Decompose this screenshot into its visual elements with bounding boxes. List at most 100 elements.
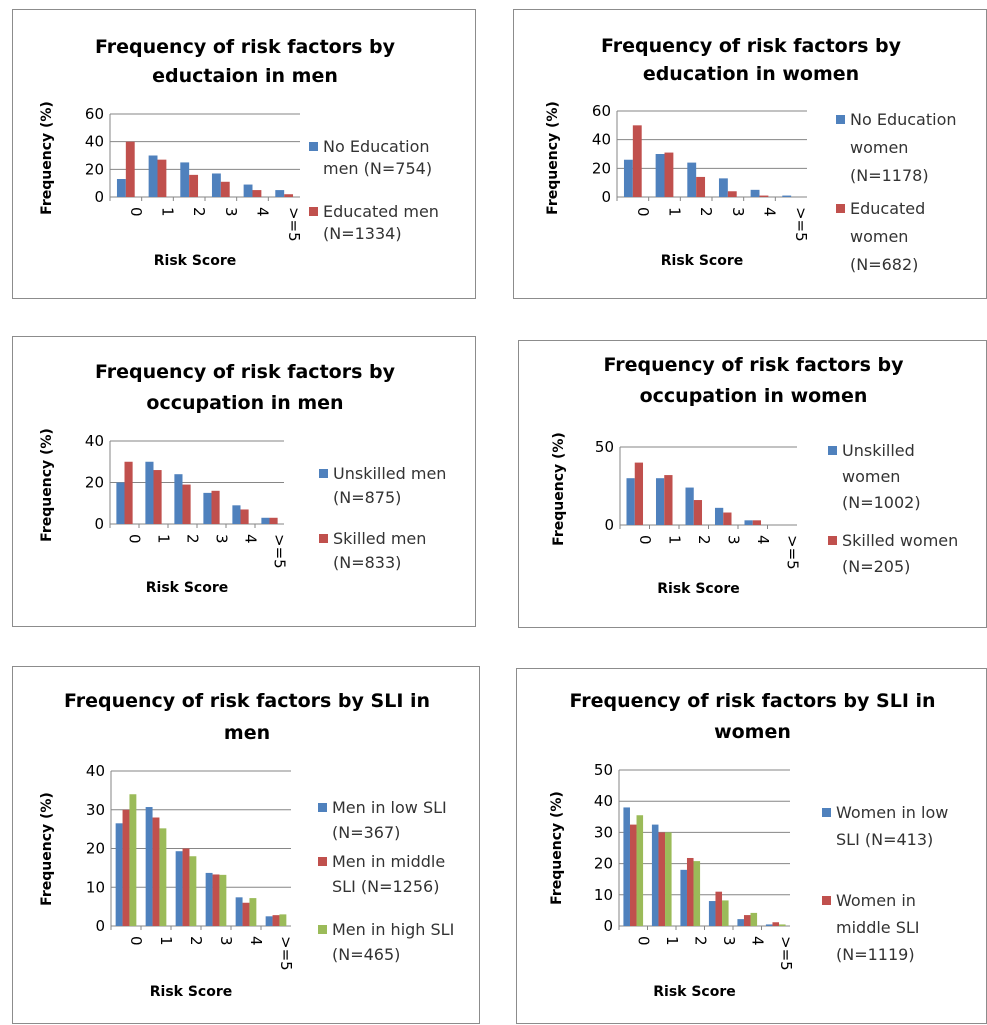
bar-educated-men-n-1334-4: [252, 190, 262, 197]
bar-women-in-high-sli-0: [636, 815, 644, 926]
bar-skilled-women-n-205-2: [693, 500, 703, 525]
chart-title-line: Frequency of risk factors by: [601, 35, 902, 57]
bar-women-in-low-sli-n-413-3: [708, 901, 716, 926]
bar-men-in-high-sli-n-465-5: [279, 914, 287, 926]
bar-skilled-men-n-833-2: [182, 484, 191, 524]
y-tick-label: 10: [594, 886, 613, 904]
legend-label: (N=682): [850, 255, 918, 274]
bar-no-education-women-n-1178-4: [750, 189, 760, 197]
bar-unskilled-women-n-1002-4: [744, 520, 753, 525]
bar-men-in-low-sli-n-367-4: [235, 897, 243, 926]
y-tick-label: 0: [94, 515, 104, 533]
chart-sli-women: Frequency of risk factors by SLI in women…: [549, 690, 948, 1000]
bar-men-in-low-sli-n-367-3: [205, 872, 213, 926]
x-tick-label: 0: [127, 936, 145, 946]
legend-label: Unskilled: [842, 441, 915, 460]
bar-men-in-middle-sli-n-1256-4: [242, 902, 250, 926]
y-tick-label: 50: [595, 438, 614, 456]
x-tick-label: 4: [748, 936, 766, 946]
bar-no-education-men-n-754-4: [243, 184, 253, 197]
bar-educated-men-n-1334-5: [284, 194, 294, 197]
legend-label: Skilled women: [842, 531, 958, 550]
legend-label: (N=1178): [850, 166, 929, 185]
x-tick-label: 2: [184, 534, 202, 544]
bar-skilled-women-n-205-3: [723, 512, 732, 525]
legend-label: (N=875): [333, 488, 401, 507]
legend-label: middle SLI: [836, 918, 920, 937]
bar-women-in-low-sli-n-413-1: [651, 824, 659, 926]
bar-men-in-high-sli-n-465-4: [249, 898, 257, 926]
y-tick-label: 0: [601, 188, 611, 206]
legend-label: (N=1119): [836, 945, 915, 964]
y-tick-label: 40: [594, 792, 613, 810]
legend-swatch: [318, 925, 327, 934]
bar-educated-women-n-682-1: [664, 152, 674, 197]
legend-swatch: [319, 534, 328, 543]
x-tick-label: >=5: [777, 936, 795, 971]
legend-label: Women in: [836, 891, 916, 910]
legend-swatch: [309, 142, 318, 151]
y-tick-label: 20: [85, 474, 104, 492]
chart-education-men: Frequency of risk factors by eductaion in…: [39, 36, 439, 269]
y-tick-label: 0: [94, 188, 104, 206]
x-tick-label: 0: [636, 535, 654, 545]
bar-no-education-men-n-754-1: [148, 155, 158, 197]
bar-educated-men-n-1334-3: [220, 181, 230, 197]
chart-panel-occupation-men: Frequency of risk factors by occupation i…: [12, 336, 476, 627]
x-tick-label: 2: [695, 535, 713, 545]
chart-sli-men: Frequency of risk factors by SLI in men 0 1…: [39, 690, 454, 1000]
legend-label: women: [850, 138, 908, 157]
bar-women-in-high-sli-4: [750, 912, 758, 926]
bar-men-in-high-sli-n-465-2: [189, 856, 197, 926]
legend-swatch: [828, 536, 837, 545]
y-tick-label: 50: [594, 761, 613, 779]
bar-women-in-high-sli-3: [722, 900, 729, 926]
y-tick-label: 60: [85, 105, 104, 123]
bar-women-in-high-sli-2: [693, 861, 701, 926]
legend-swatch: [828, 446, 837, 455]
legend-label: No Education: [323, 137, 430, 156]
chart-title-line: occupation in men: [146, 392, 343, 414]
chart-title-line: Frequency of risk factors by: [604, 354, 905, 376]
bar-educated-women-n-682-4: [759, 195, 769, 197]
x-tick-label: 4: [247, 936, 265, 946]
legend-label: No Education: [850, 110, 957, 129]
bar-no-education-women-n-1178-3: [718, 178, 728, 197]
bar-men-in-middle-sli-n-1256-5: [272, 915, 280, 926]
legend-label: Educated men: [323, 202, 439, 221]
legend-swatch: [822, 896, 831, 905]
legend-label: Educated: [850, 199, 925, 218]
y-tick-label: 30: [594, 823, 613, 841]
x-axis-label: Risk Score: [653, 984, 736, 1000]
legend-label: Skilled men: [333, 529, 426, 548]
bar-unskilled-women-n-1002-2: [685, 487, 694, 525]
x-axis-label: Risk Score: [657, 581, 740, 597]
x-tick-label: 1: [159, 207, 177, 217]
bar-women-in-high-sli-5: [779, 924, 786, 926]
x-tick-label: >=5: [277, 936, 295, 971]
y-tick-label: 30: [86, 801, 105, 819]
y-axis-label: Frequency (%): [39, 101, 55, 215]
y-axis-label: Frequency (%): [545, 101, 561, 215]
y-tick-label: 20: [594, 855, 613, 873]
bar-women-in-middle-sli-n-1119-3: [715, 891, 723, 926]
x-tick-label: 3: [729, 207, 747, 217]
bar-unskilled-men-n-875-0: [116, 482, 125, 524]
bar-no-education-women-n-1178-2: [687, 162, 697, 197]
chart-panel-education-women: Frequency of risk factors by education in…: [513, 9, 987, 299]
chart-title-line: women: [714, 721, 791, 743]
bar-women-in-low-sli-n-413-2: [680, 869, 687, 926]
bar-skilled-women-n-205-1: [664, 475, 673, 525]
x-tick-label: 4: [761, 207, 779, 217]
x-tick-label: 3: [724, 535, 742, 545]
bar-no-education-men-n-754-0: [116, 179, 126, 197]
bar-skilled-men-n-833-3: [211, 490, 220, 524]
bar-no-education-men-n-754-2: [180, 162, 190, 197]
legend-label: Men in low SLI: [332, 798, 447, 817]
bar-no-education-men-n-754-5: [275, 190, 285, 197]
y-axis-label: Frequency (%): [551, 432, 567, 546]
x-tick-label: 1: [665, 535, 683, 545]
chart-title-line: Frequency of risk factors by: [95, 36, 396, 58]
legend-label: (N=833): [333, 553, 401, 572]
y-axis-label: Frequency (%): [549, 791, 565, 905]
